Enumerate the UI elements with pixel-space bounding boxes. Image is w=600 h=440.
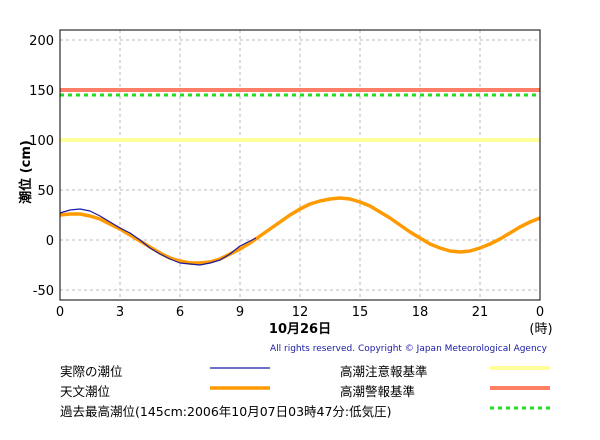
y-axis-label: 潮位 (cm) — [18, 140, 34, 204]
y-tick-label: 0 — [46, 234, 54, 249]
reference-lines — [60, 88, 540, 142]
legend-astronomical: 天文潮位 — [60, 384, 111, 399]
x-tick-label: 21 — [472, 305, 489, 320]
series-lines — [59, 196, 541, 266]
x-axis-unit-label: (時) — [529, 322, 552, 337]
y-tick-label: 150 — [29, 84, 54, 99]
copyright-notice: All rights reserved. Copyright © Japan M… — [270, 344, 547, 354]
x-tick-label: 0 — [56, 305, 64, 320]
y-tick-label: 200 — [29, 34, 54, 49]
x-axis-date-label: 10月26日 — [269, 322, 331, 337]
series-actual-line — [59, 208, 257, 266]
plot-frame — [59, 29, 541, 301]
y-tick-label: -50 — [33, 284, 54, 299]
x-tick-label: 3 — [116, 305, 124, 320]
y-tick-label: 100 — [29, 134, 54, 149]
grid — [60, 30, 540, 300]
legend-record: 過去最高潮位(145cm:2006年10月07日03時47分:低気圧) — [60, 404, 392, 419]
legend-caution: 高潮注意報基準 — [340, 364, 428, 379]
x-tick-label: 12 — [292, 305, 309, 320]
y-tick-label: 50 — [37, 184, 54, 199]
legend-actual: 実際の潮位 — [60, 364, 123, 379]
x-tick-label: 6 — [176, 305, 184, 320]
legend-warning: 高潮警報基準 — [340, 384, 416, 399]
x-tick-label: 0 — [536, 305, 544, 320]
x-tick-label: 9 — [236, 305, 244, 320]
legend-swatches — [210, 366, 550, 410]
x-tick-labels: 0 3 6 9 12 15 18 21 0 — [56, 305, 544, 320]
x-tick-label: 15 — [352, 305, 369, 320]
x-tick-label: 18 — [412, 305, 429, 320]
y-tick-labels: 200 150 100 50 0 -50 — [29, 34, 54, 299]
series-astronomical-line — [59, 196, 541, 265]
